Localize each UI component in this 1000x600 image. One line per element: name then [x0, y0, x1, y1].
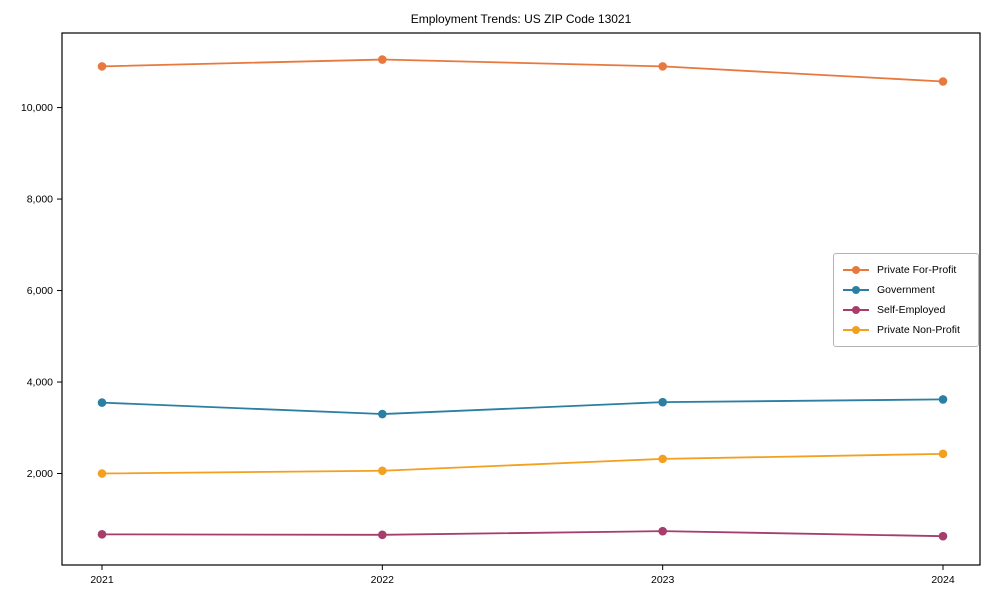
series-line-self-employed	[101, 530, 944, 538]
data-point-self-employed-2022	[378, 530, 387, 540]
y-tick-label: 2,000	[27, 468, 53, 480]
data-point-government-2021	[97, 398, 107, 407]
legend-marker-private-for-profit-icon	[843, 265, 869, 275]
x-tick-label: 2021	[90, 574, 114, 586]
series-line-government	[101, 398, 944, 415]
data-point-self-employed-2023	[658, 526, 667, 536]
data-point-government-2023	[658, 397, 667, 407]
data-point-private-non-profit-2021	[97, 469, 107, 478]
data-point-self-employed-2024	[938, 531, 948, 541]
data-point-government-2024	[938, 395, 948, 404]
series-line-private-for-profit	[101, 58, 944, 83]
plot-border	[61, 32, 981, 566]
data-point-self-employed-2021	[97, 530, 107, 539]
data-point-private-non-profit-2024	[938, 449, 948, 459]
chart-title: Employment Trends: US ZIP Code 13021	[410, 12, 632, 26]
data-point-private-for-profit-2024	[938, 77, 948, 86]
legend-item-government: Government	[843, 280, 970, 300]
legend-label: Government	[877, 284, 935, 296]
legend-marker-private-non-profit-icon	[843, 325, 869, 335]
legend-item-self-employed: Self-Employed	[843, 300, 970, 320]
legend-label: Self-Employed	[877, 304, 946, 316]
legend-label: Private For-Profit	[877, 264, 957, 276]
data-point-private-for-profit-2021	[97, 62, 107, 71]
legend: Private For-Profit Government Self-Emplo…	[833, 253, 979, 347]
data-point-private-non-profit-2023	[658, 454, 667, 464]
legend-label: Private Non-Profit	[877, 324, 960, 336]
legend-item-private-non-profit: Private Non-Profit	[843, 320, 970, 340]
y-tick-label: 10,000	[21, 102, 53, 114]
data-point-private-for-profit-2023	[658, 62, 667, 71]
data-point-government-2022	[378, 409, 387, 419]
y-tick-label: 8,000	[27, 194, 53, 206]
y-tick-label: 4,000	[27, 377, 53, 389]
y-tick-label: 6,000	[27, 285, 53, 297]
x-tick-label: 2023	[651, 574, 675, 586]
x-tick-label: 2024	[931, 574, 955, 586]
data-point-private-non-profit-2022	[378, 466, 387, 476]
legend-marker-self-employed-icon	[843, 305, 869, 315]
data-point-private-for-profit-2022	[378, 55, 387, 64]
series-line-private-non-profit	[101, 452, 944, 475]
legend-item-private-for-profit: Private For-Profit	[843, 260, 970, 280]
legend-marker-government-icon	[843, 285, 869, 295]
x-tick-label: 2022	[371, 574, 395, 586]
